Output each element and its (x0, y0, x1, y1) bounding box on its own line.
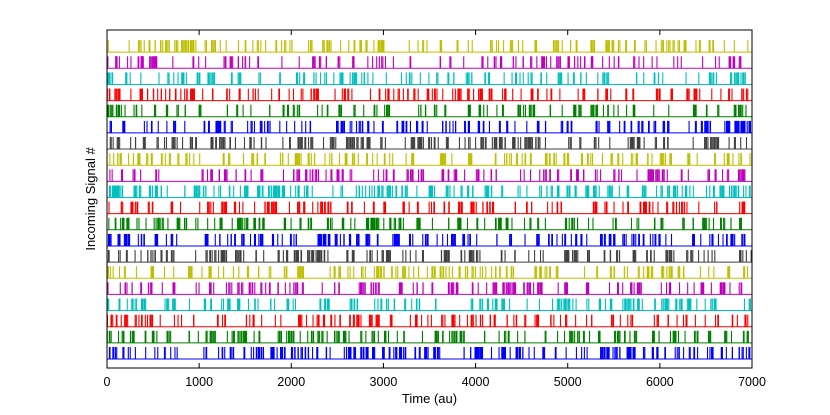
signal-9-row (107, 217, 752, 231)
signal-5-row (107, 282, 752, 295)
x-tick-label: 1000 (185, 375, 213, 389)
x-tick-label: 0 (104, 375, 111, 389)
y-axis-title: Incoming Signal # (83, 147, 98, 251)
signal-15-row (107, 120, 752, 134)
signal-17-row (106, 88, 752, 102)
signal-7-row (107, 250, 752, 263)
signal-10-row (107, 201, 752, 215)
x-tick-label: 7000 (738, 375, 766, 389)
signal-20-row (107, 40, 752, 53)
signal-4-row (107, 298, 752, 312)
signal-8-row (107, 233, 752, 247)
x-tick-label: 5000 (554, 375, 582, 389)
signal-rows (106, 40, 753, 360)
x-tick-label: 4000 (462, 375, 490, 389)
signal-14-row (107, 137, 752, 150)
signal-13-row (107, 153, 753, 166)
signal-11-row (107, 185, 752, 198)
signal-1-row (107, 347, 752, 360)
signal-18-row (107, 72, 752, 85)
x-axis-title: Time (au) (402, 391, 457, 406)
signal-6-row (107, 266, 752, 279)
signal-16-row (106, 104, 752, 118)
x-tick-label: 2000 (277, 375, 305, 389)
signal-3-row (106, 314, 752, 328)
signal-12-row (107, 169, 752, 182)
signal-2-row (106, 330, 752, 344)
x-tick-label: 6000 (646, 375, 674, 389)
plot-frame (106, 29, 753, 369)
signal-19-row (107, 56, 752, 69)
x-axis: 0 1000 2000 3000 4000 5000 6000 7000 (104, 30, 766, 389)
x-tick-label: 3000 (370, 375, 398, 389)
